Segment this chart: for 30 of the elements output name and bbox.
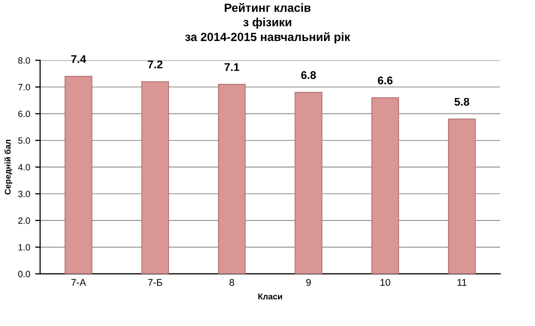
bar: [371, 97, 400, 274]
bar: [294, 92, 322, 274]
x-tick-label: 7-Б: [148, 279, 162, 286]
y-tick-label: 0.0: [18, 270, 30, 278]
data-label: 7.4: [71, 55, 86, 63]
y-tick-label: 7.0: [18, 84, 30, 90]
data-label: 6.6: [378, 76, 393, 84]
x-tick-label: 8: [230, 278, 234, 286]
bar: [218, 84, 246, 274]
bar: [64, 76, 92, 274]
bar: [448, 118, 476, 274]
x-tick-label: 9: [306, 278, 311, 286]
x-tick-label: 10: [380, 278, 390, 286]
y-tick-label: 8.0: [18, 57, 30, 64]
y-tick-label: 4.0: [18, 164, 30, 170]
x-axis-title: Класи: [258, 294, 282, 300]
y-tick-label: 6.0: [18, 110, 30, 118]
y-tick-label: 1.0: [18, 244, 30, 251]
data-label: 7.1: [224, 63, 240, 71]
x-tick-label: 7-А: [71, 279, 86, 286]
y-tick-label: 5.0: [18, 137, 30, 144]
y-tick-label: 2.0: [18, 217, 30, 224]
chart-title: Рейтинг класів з фізики за 2014-2015 навчальний рік: [185, 3, 350, 44]
data-label: 5.8: [454, 98, 470, 106]
bar: [141, 81, 169, 274]
y-tick-label: 3.0: [18, 190, 30, 198]
data-label: 7.2: [148, 60, 162, 68]
x-tick-label: 11: [458, 279, 466, 286]
data-label: 6.8: [301, 71, 316, 80]
y-axis-title: Середній бал: [4, 140, 12, 194]
